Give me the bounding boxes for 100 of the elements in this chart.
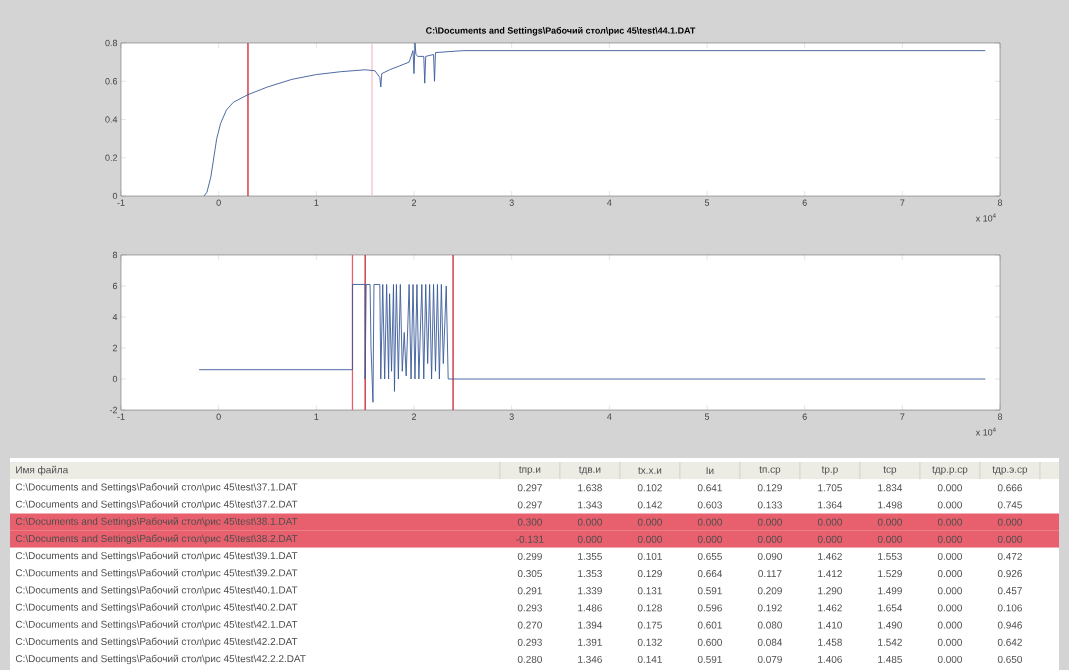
text: 0.000 (937, 655, 962, 663)
text: 1.542 (878, 638, 902, 646)
text: 0.297 (517, 484, 542, 492)
text: 0.000 (817, 518, 842, 526)
text: 1.391 (578, 638, 602, 646)
text: 0.666 (997, 484, 1022, 492)
text: C:\Documents and Settings\Рабочий стол\рис 45\test\38.2.DAT (15, 534, 298, 544)
text: 1.343 (578, 501, 602, 509)
text: 1.290 (818, 587, 842, 595)
text: C:\Documents and Settings\Рабочий стол\рис 45\test\42.2.2.DAT (15, 654, 306, 665)
text: 0.270 (517, 621, 542, 629)
text: 0.141 (637, 655, 662, 663)
text: 0.000 (937, 587, 962, 595)
y-tick-label: 0 (112, 192, 118, 200)
text: 0.596 (697, 604, 722, 612)
y-tick-label: 0.4 (105, 116, 118, 123)
y-tick-label: 6 (112, 282, 118, 290)
y-tick-label: 8 (112, 251, 118, 259)
category-label: tпр.и (519, 466, 541, 475)
text: 1.499 (878, 587, 902, 595)
x-tick-label: -1 (117, 413, 125, 420)
text: 1.364 (818, 501, 843, 509)
text: 0.600 (697, 638, 722, 646)
text: 1.654 (878, 604, 903, 612)
text: C:\Documents and Settings\Рабочий стол\рис 45\test\40.1.DAT (15, 586, 298, 596)
text: 1.485 (878, 655, 902, 663)
text: 0.129 (637, 570, 662, 578)
x-tick-label: 5 (704, 413, 710, 420)
x-axis-title: x 10$^{4}$ (975, 213, 996, 222)
x-tick-label: 2 (411, 413, 417, 420)
text: 0.655 (697, 552, 722, 560)
text: 1.353 (578, 570, 602, 578)
text: 1.553 (878, 552, 902, 560)
text: C:\Documents and Settings\Рабочий стол\рис 45\test\37.2.DAT (15, 500, 298, 510)
x-tick-label: 0 (216, 413, 221, 420)
text: 0.000 (757, 518, 782, 526)
text: 0.300 (517, 518, 542, 526)
x-tick-label: 1 (314, 199, 319, 206)
text: 0.641 (697, 484, 722, 492)
category-label: tдр.р.ср (932, 466, 968, 475)
x-tick-label: 8 (997, 199, 1003, 206)
y-tick-label: 0.8 (105, 39, 118, 47)
text: 1.458 (818, 638, 842, 646)
text: 0.084 (757, 638, 783, 646)
text: 1.394 (578, 621, 603, 629)
text: 0.000 (577, 535, 602, 543)
text: 0.175 (637, 621, 662, 629)
text: 0.000 (937, 518, 962, 526)
category-label: tп.ср (759, 466, 781, 475)
text: 0.664 (697, 570, 723, 578)
text: 0.000 (937, 570, 962, 578)
text: 0.000 (937, 535, 962, 543)
y-tick-label: 0.2 (105, 154, 118, 161)
category-label: tдр.э.ср (992, 466, 1028, 475)
text: 0.000 (937, 638, 962, 646)
x-tick-label: 7 (900, 199, 905, 206)
x-tick-label: 6 (802, 413, 807, 420)
text: C:\Documents and Settings\Рабочий стол\рис 45\test\42.2.DAT (15, 637, 298, 647)
text: 1.406 (818, 655, 842, 663)
text: 0.591 (697, 655, 722, 663)
text: 1.462 (818, 552, 842, 560)
text: 1.498 (878, 501, 902, 509)
text: 0.000 (937, 604, 962, 612)
category-label: Имя файла (16, 465, 69, 476)
text: 0.000 (877, 518, 902, 526)
text: 0.000 (697, 535, 722, 543)
x-tick-label: 3 (509, 199, 514, 206)
text: 0.000 (937, 484, 962, 492)
text: 0.457 (997, 587, 1022, 595)
text: 0.117 (758, 570, 782, 578)
text: 0.079 (757, 655, 782, 663)
text: 0.000 (817, 535, 842, 543)
text: 0.293 (517, 604, 542, 612)
x-tick-label: 6 (802, 199, 807, 206)
text: 1.834 (878, 484, 903, 492)
text: 0.000 (937, 621, 962, 629)
text: 0.080 (757, 621, 782, 629)
text: 0.132 (637, 638, 662, 646)
text: 0.000 (757, 535, 782, 543)
text: 0.192 (757, 604, 782, 612)
category-label: Iи (706, 467, 714, 475)
category-label: tдв.и (578, 466, 601, 475)
text: 0.142 (637, 501, 662, 509)
text: 0.000 (937, 501, 962, 509)
text: 0.297 (517, 501, 542, 509)
text: 0.603 (697, 501, 722, 509)
text: 0.472 (997, 552, 1022, 560)
text: C:\Documents and Settings\Рабочий стол\рис 45\test\42.1.DAT (15, 620, 298, 630)
text: C:\Documents and Settings\Рабочий стол\рис 45\test\39.2.DAT (15, 568, 298, 579)
y-tick-label: 0 (112, 375, 118, 383)
text: 0.946 (997, 621, 1022, 629)
x-tick-label: -1 (117, 199, 125, 206)
text: C:\Documents and Settings\Рабочий стол\рис 45\test\39.1.DAT (15, 551, 298, 562)
x-tick-label: 1 (314, 413, 319, 420)
text: 0.000 (577, 518, 602, 526)
text: 1.339 (578, 587, 602, 595)
y-tick-label: 2 (112, 344, 118, 352)
y-tick-label: 4 (112, 313, 118, 321)
text: 0.293 (517, 638, 542, 646)
text: 0.642 (997, 638, 1022, 646)
